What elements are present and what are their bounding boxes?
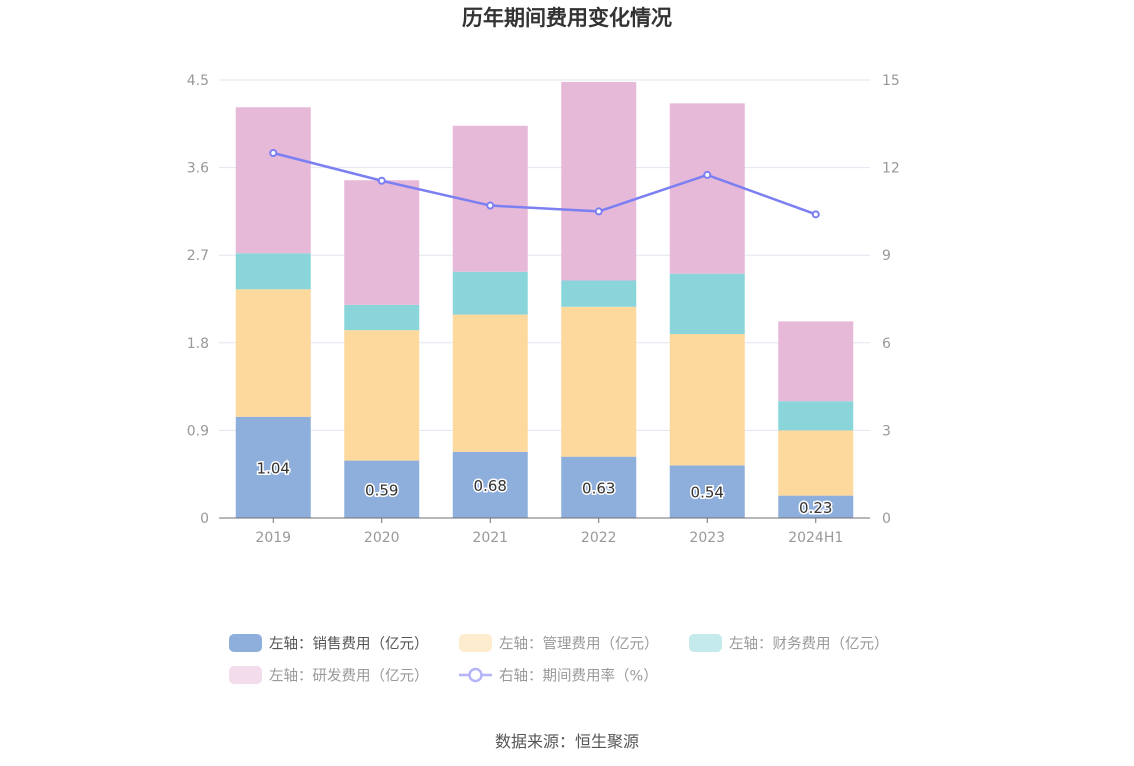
bar-segment-1-2021[interactable]: [452, 451, 528, 518]
bar-segment-4-2024H1[interactable]: [778, 321, 854, 402]
x-tick-label: 2020: [364, 530, 400, 546]
bar-data-labels: 1.04 0.59 0.68 0.63 0.54 0.23: [255, 458, 834, 518]
grid-lines: [219, 79, 870, 431]
legend-swatch: [229, 634, 262, 652]
bar-segment-1-2020[interactable]: [344, 460, 420, 518]
bar-segment-3-2019[interactable]: [235, 253, 311, 290]
bar-segment-1-2024H1[interactable]: [778, 495, 854, 518]
bar-segment-2-2024H1[interactable]: [778, 430, 854, 496]
right-tick-label: 3: [882, 423, 891, 439]
legend-swatch: [459, 634, 492, 652]
right-tick-label: 15: [882, 73, 900, 89]
x-tick-label: 2023: [689, 530, 725, 546]
right-tick-label: 12: [882, 161, 900, 177]
x-tick-label: 2024H1: [788, 530, 843, 546]
line-series: [269, 149, 820, 219]
bar-segment-2-2023[interactable]: [669, 334, 745, 466]
bar-segment-2-2019[interactable]: [235, 289, 311, 417]
line-point-2022[interactable]: [594, 207, 603, 216]
bar-segment-4-2022[interactable]: [561, 81, 637, 281]
bar-value-label: 0.68: [474, 477, 507, 495]
x-tick-label: 2019: [255, 530, 291, 546]
legend-item-2[interactable]: 左轴：管理费用（亿元）: [459, 634, 659, 653]
right-tick-label: 0: [882, 511, 891, 527]
left-tick-label: 3.6: [187, 161, 209, 177]
right-tick-label: 9: [882, 248, 891, 264]
line-point-2020[interactable]: [377, 176, 386, 185]
source-note: 数据来源：恒生聚源: [495, 732, 639, 751]
legend-item-1[interactable]: 左轴：销售费用（亿元）: [229, 634, 429, 653]
bar-value-label: 0.23: [799, 499, 832, 517]
legend-label: 左轴：销售费用（亿元）: [269, 636, 429, 653]
bar-value-label: 0.63: [582, 479, 615, 497]
legend[interactable]: 左轴：销售费用（亿元） 左轴：管理费用（亿元） 左轴：财务费用（亿元） 左轴：研发费用…: [229, 634, 889, 685]
left-y-axis: 0 0.9 1.8 2.7 3.6 4.5: [187, 73, 209, 527]
legend-label: 左轴：财务费用（亿元）: [729, 636, 889, 653]
left-tick-label: 1.8: [187, 336, 209, 352]
line-point-2024H1[interactable]: [811, 210, 820, 219]
bar-segment-4-2023[interactable]: [669, 103, 745, 274]
bar-value-label: 0.54: [691, 484, 724, 502]
line-point-2021[interactable]: [486, 201, 495, 210]
bar-segment-3-2022[interactable]: [561, 280, 637, 307]
left-tick-label: 4.5: [187, 73, 209, 89]
bar-segment-2-2022[interactable]: [561, 306, 637, 457]
right-tick-label: 6: [882, 336, 891, 352]
bar-series: [235, 81, 854, 518]
legend-label: 右轴：期间费用率（%）: [499, 668, 658, 685]
bar-segment-1-2022[interactable]: [561, 456, 637, 518]
legend-label: 左轴：研发费用（亿元）: [269, 668, 429, 685]
legend-label: 左轴：管理费用（亿元）: [499, 636, 659, 653]
bar-segment-3-2021[interactable]: [452, 271, 528, 315]
right-y-axis: 0 3 6 9 12 15: [882, 73, 900, 527]
chart-title: 历年期间费用变化情况: [462, 6, 672, 30]
legend-item-4[interactable]: 左轴：研发费用（亿元）: [229, 666, 429, 685]
bar-segment-1-2023[interactable]: [669, 465, 745, 518]
x-axis: 2019 2020 2021 2022 2023 2024H1: [219, 517, 870, 546]
left-tick-label: 2.7: [187, 248, 209, 264]
line-expense-ratio: [272, 151, 817, 216]
legend-item-5[interactable]: 右轴：期间费用率（%）: [459, 668, 658, 685]
line-point-2023[interactable]: [703, 170, 712, 179]
bar-value-label: 1.04: [257, 459, 290, 477]
bar-segment-4-2020[interactable]: [344, 180, 420, 305]
bar-segment-3-2023[interactable]: [669, 273, 745, 335]
bar-segment-1-2019[interactable]: [235, 416, 311, 518]
legend-swatch: [229, 666, 262, 684]
legend-point-swatch: [468, 667, 483, 683]
bar-segment-3-2020[interactable]: [344, 304, 420, 331]
x-tick-label: 2021: [472, 530, 508, 546]
legend-swatch: [689, 634, 722, 652]
bar-segment-2-2021[interactable]: [452, 314, 528, 452]
x-tick-label: 2022: [581, 530, 617, 546]
line-point-2019[interactable]: [269, 149, 278, 157]
bar-segment-3-2024H1[interactable]: [778, 401, 854, 431]
bar-segment-4-2019[interactable]: [235, 107, 311, 254]
left-tick-label: 0: [200, 511, 209, 527]
bar-segment-2-2020[interactable]: [344, 330, 420, 461]
legend-item-3[interactable]: 左轴：财务费用（亿元）: [689, 634, 889, 653]
bar-value-label: 0.59: [365, 481, 398, 499]
left-tick-label: 0.9: [187, 423, 209, 439]
